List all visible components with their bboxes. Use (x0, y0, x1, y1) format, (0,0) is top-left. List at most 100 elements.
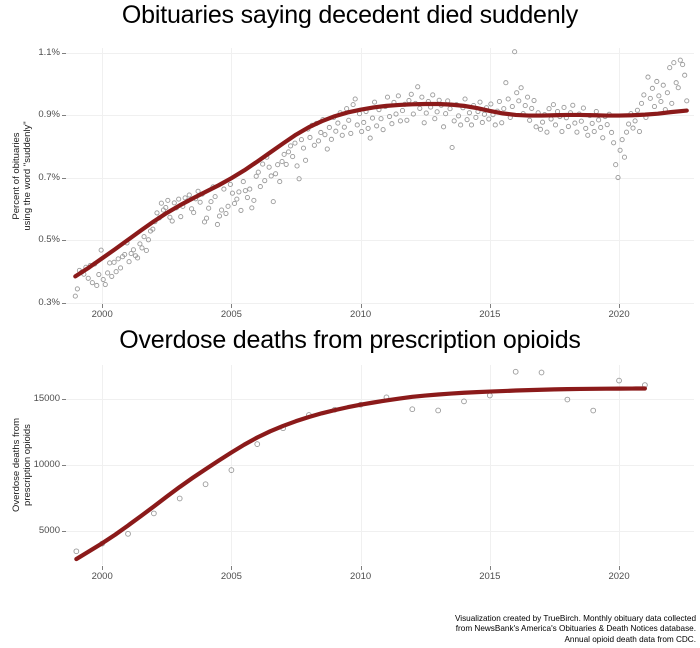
data-point (466, 110, 472, 116)
data-point (288, 143, 294, 149)
data-point (389, 121, 395, 127)
data-point (150, 226, 156, 232)
data-point (496, 98, 502, 105)
trend-line (73, 101, 689, 279)
data-point (279, 159, 285, 165)
data-point (589, 120, 595, 126)
data-point (512, 368, 519, 375)
data-point (667, 65, 673, 71)
data-point (585, 132, 591, 138)
data-point (372, 99, 378, 105)
data-point (380, 127, 386, 133)
data-point (638, 100, 645, 106)
data-point (151, 510, 157, 517)
data-point (435, 407, 442, 414)
y-tick-mark (62, 115, 66, 117)
data-point (537, 126, 544, 132)
gridline-vertical (231, 365, 233, 565)
x-tick-label: 2020 (608, 309, 630, 320)
data-point (649, 85, 655, 91)
data-point (617, 147, 623, 153)
data-point (464, 117, 470, 123)
data-point (591, 128, 597, 135)
data-point (154, 210, 160, 216)
data-point (436, 97, 442, 103)
data-point (231, 200, 238, 207)
data-point (126, 259, 132, 265)
data-point (273, 171, 279, 177)
data-point (208, 199, 214, 205)
data-point (145, 237, 151, 243)
data-point (468, 122, 475, 128)
data-point (139, 245, 145, 251)
gridline-vertical (360, 48, 362, 303)
data-point (339, 132, 345, 138)
x-tick-mark (231, 566, 233, 570)
data-point (109, 273, 115, 279)
data-point (527, 117, 533, 123)
data-point (512, 49, 518, 55)
data-point (113, 269, 119, 275)
data-point (531, 98, 537, 104)
gridline-vertical (360, 365, 362, 565)
gridline-horizontal (66, 177, 694, 179)
data-point (645, 74, 651, 80)
data-point (397, 118, 403, 124)
y-tick-label: 1.1% (38, 46, 60, 58)
data-point (441, 124, 447, 130)
data-point (593, 108, 599, 115)
data-point (255, 169, 261, 175)
data-point (684, 98, 690, 104)
data-point (296, 176, 302, 182)
data-point (409, 406, 416, 413)
data-point (516, 98, 522, 104)
data-point (72, 293, 78, 299)
data-point (253, 173, 259, 179)
data-point (544, 129, 550, 135)
gridline-vertical (619, 365, 621, 565)
data-point (367, 135, 373, 141)
data-point (522, 103, 528, 109)
scatter-points (73, 368, 648, 555)
data-point (344, 106, 350, 112)
data-point (461, 398, 467, 405)
figure-caption: Visualization created by TrueBirch. Mont… (454, 613, 696, 644)
data-point (600, 135, 606, 141)
data-point (249, 205, 255, 211)
gridline-horizontal (66, 52, 694, 54)
x-tick-mark (360, 304, 362, 308)
data-point (673, 80, 679, 86)
data-point (546, 106, 552, 112)
data-point (671, 60, 677, 66)
data-point (611, 140, 617, 146)
chart-title-bottom: Overdose deaths from prescription opioid… (119, 326, 581, 354)
trend-line (74, 386, 648, 562)
x-tick-label: 2015 (479, 309, 501, 320)
data-point (100, 276, 106, 283)
data-point (477, 99, 483, 105)
data-point (447, 106, 453, 112)
gridline-horizontal (66, 530, 694, 532)
data-point (122, 251, 128, 258)
y-tick-mark (62, 399, 66, 401)
data-point (410, 111, 416, 117)
data-point (417, 105, 423, 111)
data-point (540, 119, 546, 125)
data-point (677, 57, 683, 63)
data-point (128, 251, 134, 257)
x-tick-mark (489, 304, 491, 308)
data-point (105, 270, 111, 276)
data-point (378, 116, 384, 122)
data-point (335, 120, 341, 126)
data-point (419, 94, 425, 100)
y-tick-mark (62, 177, 66, 179)
x-tick-label: 2010 (350, 309, 372, 320)
data-point (201, 219, 208, 225)
data-point (548, 116, 554, 122)
data-point (275, 162, 281, 168)
data-point (616, 377, 622, 384)
data-point (322, 132, 328, 138)
data-point (641, 92, 647, 98)
y-tick-label: 0.5% (38, 234, 60, 246)
data-point (632, 118, 638, 124)
